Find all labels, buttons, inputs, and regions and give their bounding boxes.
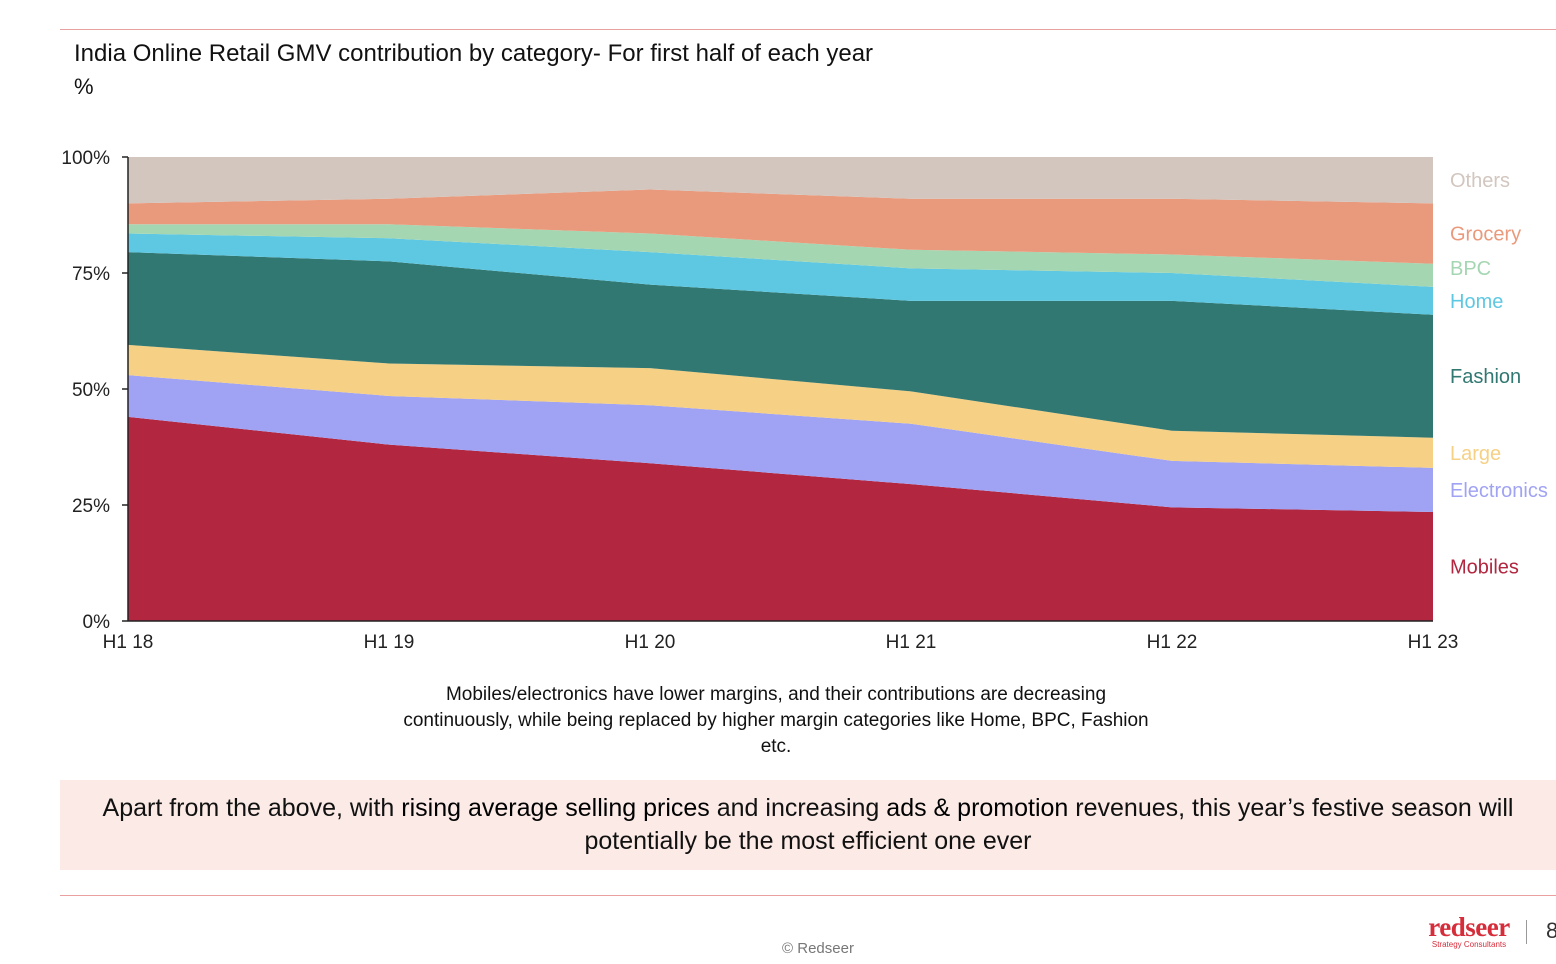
y-tick-label: 75% <box>72 264 110 285</box>
callout-text: Apart from the above, with rising averag… <box>100 792 1516 858</box>
area-others <box>128 157 1433 204</box>
logo-wordmark: redseer <box>1428 912 1510 942</box>
y-tick-label: 50% <box>72 380 110 401</box>
legend-label-bpc: BPC <box>1450 258 1491 280</box>
y-tick-label: 25% <box>72 496 110 517</box>
chart-axes <box>122 156 1433 622</box>
x-tick-label: H1 18 <box>103 632 154 653</box>
logo-subtitle: Strategy Consultants <box>1431 940 1507 949</box>
chart-areas <box>128 157 1433 621</box>
area-fashion <box>128 252 1433 438</box>
legend-label-others: Others <box>1450 170 1510 192</box>
legend-label-home: Home <box>1450 291 1503 313</box>
callout-part-3: revenues, this year’s festive season wil… <box>584 794 1514 855</box>
callout-part-1: Apart from the above, with <box>102 794 402 822</box>
legend-label-electronics: Electronics <box>1450 480 1548 502</box>
y-tick-label: 100% <box>61 148 110 169</box>
chart-caption: Mobiles/electronics have lower margins, … <box>403 684 1149 757</box>
area-grocery <box>128 189 1433 264</box>
x-tick-label: H1 21 <box>886 632 937 653</box>
area-home <box>128 233 1433 315</box>
chart-title: India Online Retail GMV contribution by … <box>74 40 874 67</box>
page-number: 8 <box>1546 918 1556 943</box>
area-mobiles <box>128 416 1433 621</box>
x-tick-label: H1 19 <box>364 632 415 653</box>
area-electronics <box>128 375 1433 512</box>
legend-label-fashion: Fashion <box>1450 366 1521 388</box>
y-axis-tick-labels: 0% 25% 50% 75% 100% <box>61 148 110 633</box>
callout-highlight-asp: rising average selling prices <box>401 794 710 822</box>
callout-part-2: and increasing <box>709 794 887 822</box>
area-bpc <box>128 224 1433 287</box>
copyright-text: © Redseer <box>782 940 854 957</box>
callout-highlight-ads: ads & promotion <box>886 794 1069 822</box>
y-tick-label: 0% <box>83 612 111 633</box>
legend-label-large: Large <box>1450 443 1501 465</box>
x-tick-label: H1 20 <box>625 632 676 653</box>
chart-unit-label: % <box>74 74 94 99</box>
legend-label-mobiles: Mobiles <box>1450 556 1519 578</box>
legend-label-grocery: Grocery <box>1450 224 1521 246</box>
callout-box: Apart from the above, with rising averag… <box>60 780 1556 870</box>
x-tick-label: H1 22 <box>1147 632 1198 653</box>
x-axis-tick-labels: H1 18 H1 19 H1 20 H1 21 H1 22 H1 23 <box>103 632 1459 653</box>
redseer-logo: redseer Strategy Consultants <box>1419 914 1519 950</box>
logo-separator <box>1526 920 1527 944</box>
area-large <box>128 344 1433 468</box>
bottom-rule <box>60 895 1556 896</box>
x-tick-label: H1 23 <box>1408 632 1459 653</box>
top-rule <box>60 29 1556 30</box>
chart-legend: Mobiles Electronics Large Fashion Home BPC Gro… <box>1450 170 1548 578</box>
stacked-area-chart: 0% 25% 50% 75% 100% H1 18 H1 19 H1 20 H1 21 H1 2… <box>61 148 1548 653</box>
